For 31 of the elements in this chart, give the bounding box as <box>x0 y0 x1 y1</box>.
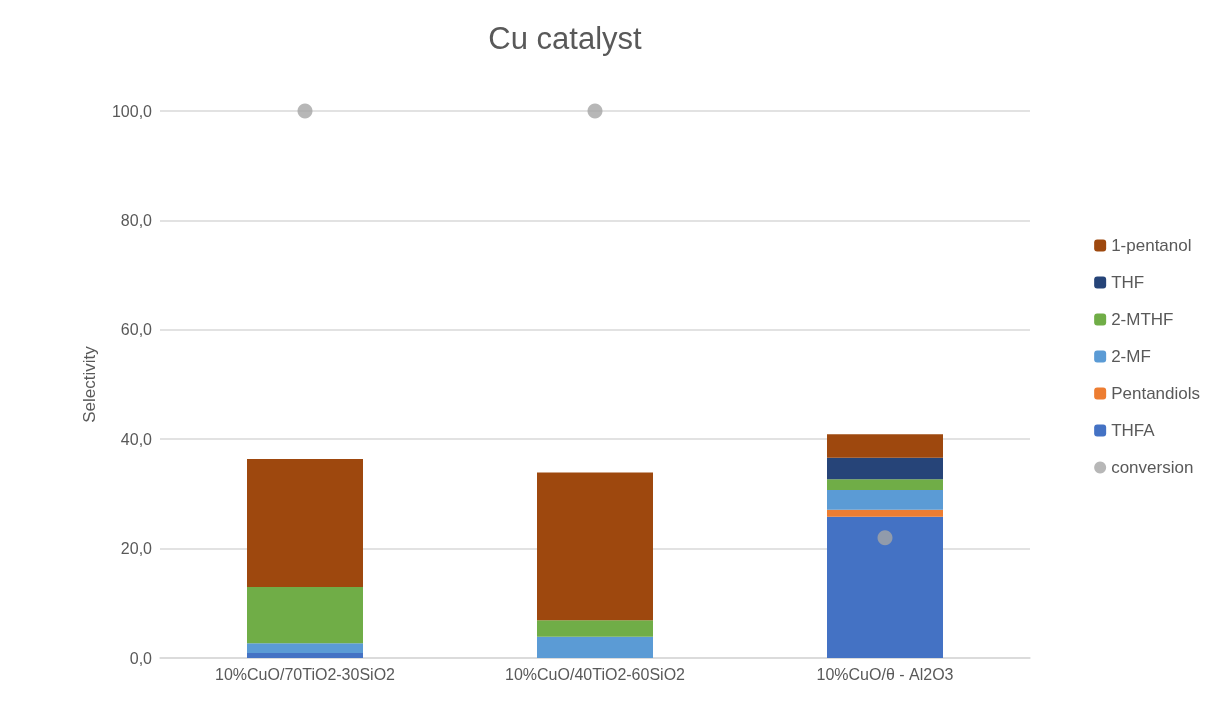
bar <box>247 643 363 654</box>
x-tick-label: 10%CuO/40TiO2-60SiO2 <box>505 665 686 683</box>
y-tick-label: 0,0 <box>129 649 153 667</box>
bar <box>827 479 943 491</box>
bar <box>247 586 363 644</box>
bar <box>827 516 943 658</box>
y-tick-label: 80,0 <box>120 211 153 229</box>
bar <box>247 458 363 587</box>
bar <box>827 434 943 458</box>
x-tick-label: 10%CuO/70TiO2-30SiO2 <box>215 665 396 683</box>
y-axis-title: Selectivity <box>80 345 99 423</box>
chart-title: Cu catalyst <box>488 21 643 56</box>
y-tick-label: 100,0 <box>111 102 153 120</box>
legend-label: conversion <box>1111 458 1194 477</box>
bar <box>827 509 943 517</box>
bar <box>537 620 653 637</box>
legend-label: 2-MF <box>1111 347 1151 366</box>
y-tick-label: 20,0 <box>120 540 153 558</box>
bar <box>247 653 363 658</box>
legend-label: 1-pentanol <box>1111 236 1192 255</box>
legend-label: THF <box>1111 273 1145 292</box>
legend-label: Pentandiols <box>1111 384 1200 403</box>
legend-label: THFA <box>1111 421 1156 440</box>
y-tick-label: 60,0 <box>120 321 153 339</box>
bar <box>537 472 653 621</box>
bar <box>827 457 943 480</box>
x-tick-label: 10%CuO/θ - Al2O3 <box>816 665 954 683</box>
bar <box>827 490 943 510</box>
bar <box>537 636 653 658</box>
legend-label: 2-MTHF <box>1111 310 1174 329</box>
y-tick-label: 40,0 <box>120 430 153 448</box>
